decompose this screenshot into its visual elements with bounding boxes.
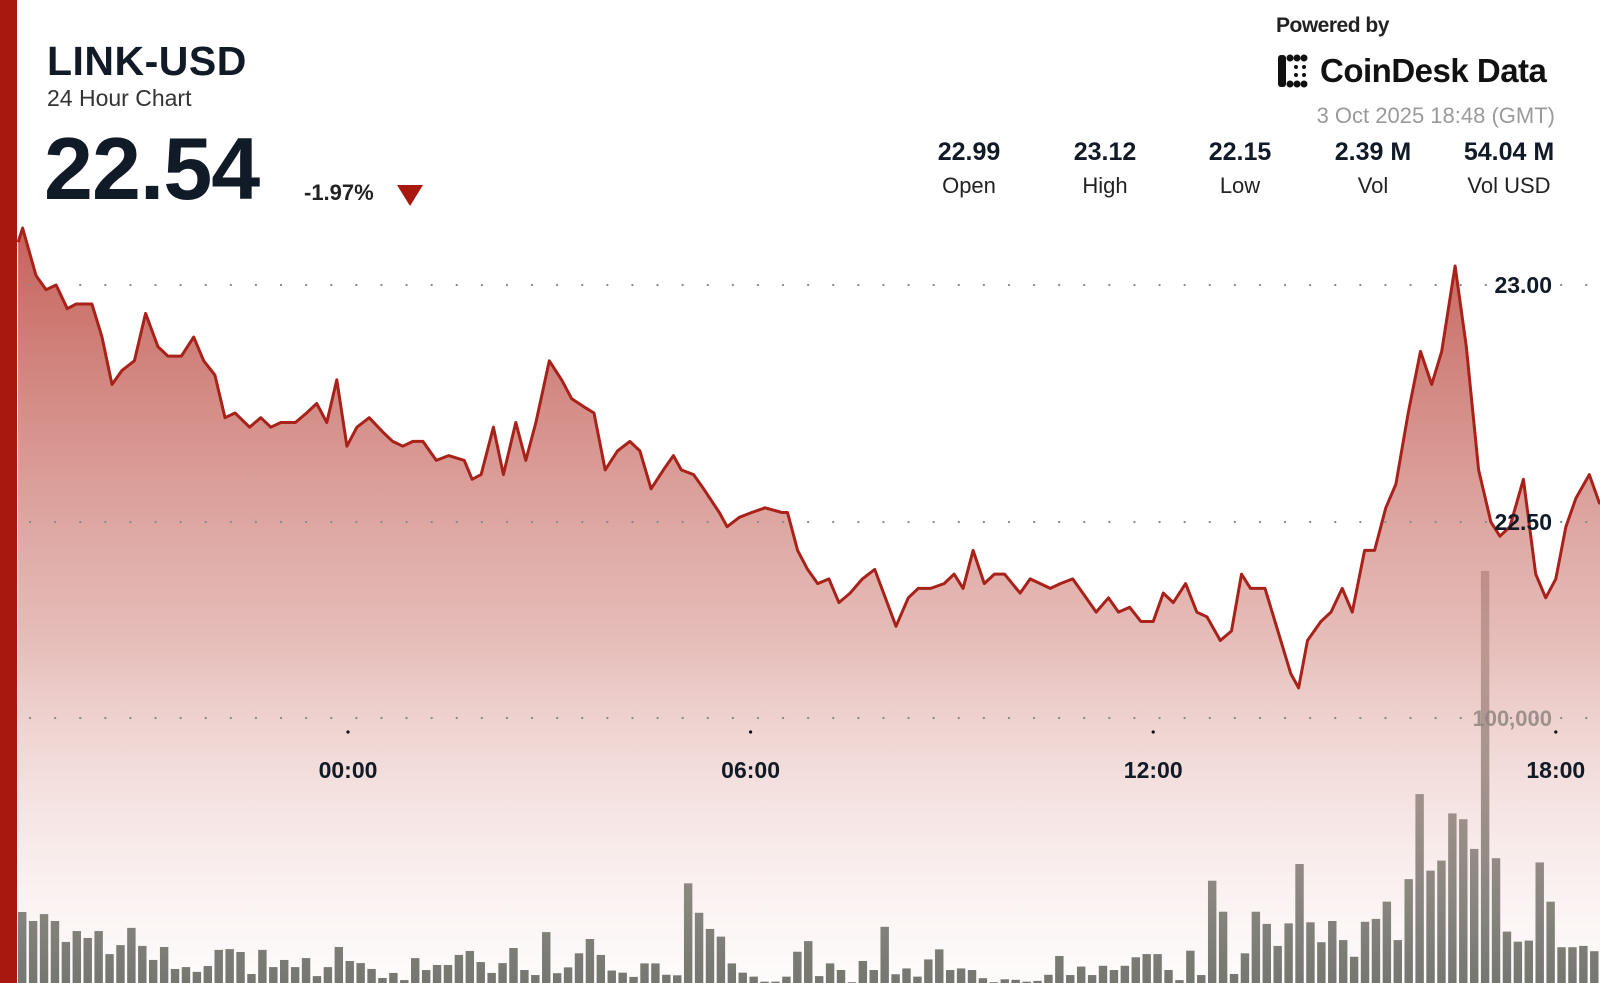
x-tick-label: 06:00 (721, 757, 780, 783)
x-tick-mark (346, 730, 350, 734)
stat-label: Open (942, 173, 996, 198)
axis-labels: 23.00 22.50 100,000 00:00 06:00 12:00 18:00 (319, 272, 1586, 783)
x-tick-label: 00:00 (319, 757, 378, 783)
stat-value: 23.12 (1073, 138, 1137, 166)
x-tick-mark (1151, 730, 1155, 734)
x-tick-label: 18:00 (1526, 757, 1585, 783)
y-tick-label: 22.50 (1494, 509, 1552, 535)
price-line (16, 226, 1600, 690)
price-area (17, 228, 1600, 983)
accent-bar (0, 0, 17, 983)
coindesk-logo-icon (1278, 54, 1308, 88)
x-tick-label: 12:00 (1124, 757, 1183, 783)
stat-high: 23.12 High (1040, 138, 1170, 199)
volume-tick-label: 100,000 (1472, 706, 1552, 731)
stat-value: 54.04 M (1463, 138, 1555, 166)
y-tick-label: 23.00 (1494, 272, 1552, 298)
timestamp: 3 Oct 2025 18:48 (GMT) (1316, 103, 1555, 128)
stat-value: 2.39 M (1334, 138, 1412, 166)
current-price: 22.54 (44, 119, 260, 218)
stat-vol-usd: 54.04 M Vol USD (1444, 138, 1574, 199)
price-change: -1.97% (304, 180, 374, 205)
down-arrow-icon (397, 185, 423, 206)
stat-label: Vol USD (1467, 173, 1551, 198)
stat-label: High (1082, 173, 1128, 198)
chart-subtitle: 24 Hour Chart (47, 85, 192, 111)
powered-by-label: Powered by (1276, 14, 1389, 37)
x-tick-mark (1554, 730, 1558, 734)
stat-label: Low (1219, 173, 1261, 198)
brand-name: CoinDesk Data (1320, 52, 1547, 89)
stat-open: 22.99 Open (904, 138, 1034, 199)
stat-label: Vol (1357, 173, 1389, 198)
symbol-title: LINK-USD (47, 38, 247, 84)
stat-vol: 2.39 M Vol (1308, 138, 1438, 199)
stat-low: 22.15 Low (1175, 138, 1305, 199)
stat-value: 22.15 (1208, 138, 1272, 166)
stat-value: 22.99 (937, 138, 1001, 166)
x-tick-mark (749, 730, 753, 734)
coindesk-logo: CoinDesk Data (1276, 50, 1547, 92)
